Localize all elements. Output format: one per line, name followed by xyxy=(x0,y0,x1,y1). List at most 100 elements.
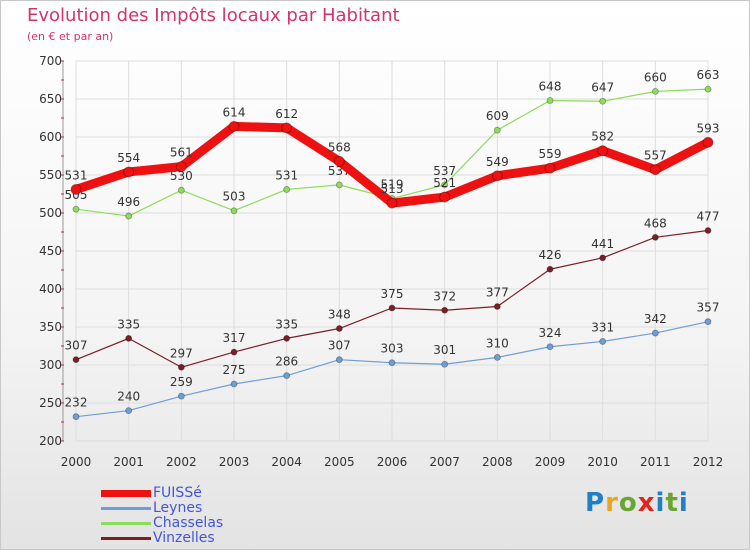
data-label-chasselas: 519 xyxy=(381,178,404,192)
data-label-chasselas: 647 xyxy=(591,80,614,94)
data-point-chasselas xyxy=(441,181,449,189)
data-label-vinzelles: 335 xyxy=(117,317,140,331)
data-label-chasselas: 660 xyxy=(644,70,667,84)
legend-label-fuisse: FUISSé xyxy=(153,485,202,501)
data-point-chasselas xyxy=(335,181,343,189)
data-label-fuisse: 513 xyxy=(381,182,404,196)
data-point-vinzelles xyxy=(599,254,607,262)
y-tick-label: 300 xyxy=(39,358,62,372)
data-label-chasselas: 496 xyxy=(117,195,140,209)
chart-subtitle: (en € et par an) xyxy=(27,30,114,43)
data-point-vinzelles xyxy=(283,334,291,342)
x-tick-label: 2010 xyxy=(587,455,618,469)
data-label-vinzelles: 317 xyxy=(223,331,246,345)
logo-letter: i xyxy=(655,488,666,518)
data-label-fuisse: 557 xyxy=(644,149,667,163)
data-point-leynes xyxy=(335,356,343,364)
legend: FUISSé Leynes Chasselas Vinzelles xyxy=(101,486,361,546)
data-point-leynes xyxy=(546,343,554,351)
data-label-chasselas: 530 xyxy=(170,169,193,183)
x-tick-label: 2007 xyxy=(429,455,460,469)
data-label-leynes: 275 xyxy=(223,363,246,377)
data-point-chasselas xyxy=(599,97,607,105)
data-label-chasselas: 503 xyxy=(223,190,246,204)
legend-swatch-leynes xyxy=(101,507,151,510)
x-tick-label: 2009 xyxy=(535,455,566,469)
data-point-fuisse xyxy=(70,184,82,195)
chart-title: Evolution des Impôts locaux par Habitant xyxy=(27,5,400,26)
x-tick-label: 2008 xyxy=(482,455,513,469)
y-tick-label: 500 xyxy=(39,206,62,220)
data-point-leynes xyxy=(283,372,291,380)
x-tick-label: 2002 xyxy=(166,455,197,469)
legend-swatch-chasselas xyxy=(101,522,151,525)
y-tick-label: 650 xyxy=(39,92,62,106)
proxiti-logo: Proxiti xyxy=(585,488,689,518)
data-label-vinzelles: 426 xyxy=(539,248,562,262)
data-label-vinzelles: 335 xyxy=(275,317,298,331)
data-point-fuisse xyxy=(544,162,556,174)
data-point-vinzelles xyxy=(230,348,238,356)
x-tick-label: 2006 xyxy=(377,455,408,469)
data-label-fuisse: 614 xyxy=(223,105,246,119)
data-label-vinzelles: 372 xyxy=(433,289,456,303)
data-point-fuisse xyxy=(649,164,661,176)
data-label-leynes: 310 xyxy=(486,336,509,350)
data-point-chasselas xyxy=(651,88,659,95)
data-point-fuisse xyxy=(491,170,503,182)
data-point-chasselas xyxy=(125,212,133,220)
data-point-vinzelles xyxy=(493,303,501,310)
data-point-vinzelles xyxy=(651,233,659,241)
data-point-fuisse xyxy=(386,197,398,209)
data-label-leynes: 301 xyxy=(433,343,456,357)
legend-label-vinzelles: Vinzelles xyxy=(153,530,215,546)
data-label-leynes: 307 xyxy=(328,339,351,353)
data-point-chasselas xyxy=(72,205,80,213)
data-label-fuisse: 549 xyxy=(486,155,509,169)
y-tick-label: 450 xyxy=(39,244,62,258)
data-point-leynes xyxy=(177,392,185,400)
data-point-fuisse xyxy=(439,191,451,203)
data-point-leynes xyxy=(704,318,712,326)
data-point-vinzelles xyxy=(704,227,712,234)
logo-letter: i xyxy=(678,488,689,518)
data-label-fuisse: 593 xyxy=(697,121,720,135)
data-label-vinzelles: 477 xyxy=(697,209,720,223)
data-label-fuisse: 531 xyxy=(65,168,88,182)
data-label-chasselas: 537 xyxy=(433,164,456,178)
data-label-fuisse: 582 xyxy=(591,130,614,144)
data-label-vinzelles: 441 xyxy=(591,237,614,251)
data-label-chasselas: 531 xyxy=(275,168,298,182)
x-tick-label: 2011 xyxy=(640,455,671,469)
legend-item-fuisse[interactable]: FUISSé xyxy=(101,486,361,501)
data-point-chasselas xyxy=(704,85,712,93)
y-tick-label: 550 xyxy=(39,168,62,182)
data-point-fuisse xyxy=(281,122,293,134)
data-point-leynes xyxy=(388,359,396,367)
legend-item-leynes[interactable]: Leynes xyxy=(101,501,361,516)
legend-item-vinzelles[interactable]: Vinzelles xyxy=(101,531,361,546)
y-tick-label: 350 xyxy=(39,320,62,334)
data-label-vinzelles: 468 xyxy=(644,216,667,230)
data-label-leynes: 303 xyxy=(381,342,404,356)
y-tick-label: 600 xyxy=(39,130,62,144)
data-point-leynes xyxy=(230,380,238,388)
data-label-vinzelles: 307 xyxy=(65,339,88,353)
data-label-fuisse: 561 xyxy=(170,146,193,160)
x-tick-label: 2003 xyxy=(219,455,250,469)
data-label-chasselas: 609 xyxy=(486,109,509,123)
data-label-chasselas: 648 xyxy=(539,80,562,94)
x-tick-label: 2001 xyxy=(113,455,144,469)
data-label-leynes: 342 xyxy=(644,312,667,326)
legend-swatch-fuisse xyxy=(101,490,151,497)
data-point-leynes xyxy=(125,407,133,415)
data-point-leynes xyxy=(441,360,449,368)
data-point-vinzelles xyxy=(388,304,396,312)
data-label-leynes: 357 xyxy=(697,301,720,315)
legend-item-chasselas[interactable]: Chasselas xyxy=(101,516,361,531)
data-point-chasselas xyxy=(546,97,554,104)
logo-letter: r xyxy=(605,488,619,518)
data-point-vinzelles xyxy=(125,334,133,342)
x-tick-label: 2012 xyxy=(693,455,724,469)
